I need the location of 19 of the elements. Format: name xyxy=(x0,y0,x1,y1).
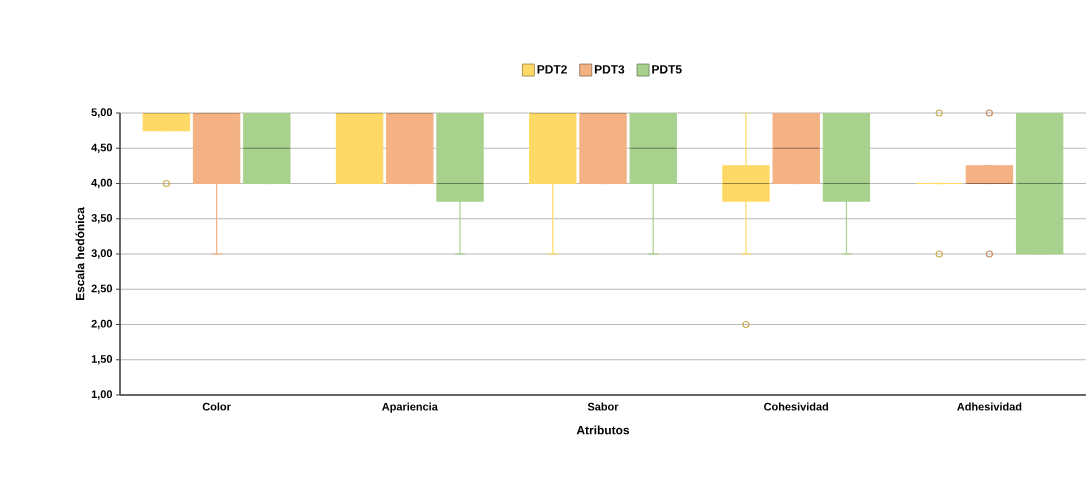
x-tick-label: Apariencia xyxy=(382,402,438,413)
legend-label: PDT5 xyxy=(652,65,682,74)
y-tick-label: 3,50 xyxy=(91,214,113,224)
x-axis-title: Atributos xyxy=(576,425,630,435)
legend-label: PDT3 xyxy=(594,65,625,74)
y-tick-label: 2,00 xyxy=(91,319,113,330)
y-tick-label: 1,00 xyxy=(91,390,113,400)
y-tick-label: 2,50 xyxy=(91,284,113,294)
y-tick-label: 4,50 xyxy=(91,143,113,153)
x-tick-label: Cohesividad xyxy=(764,402,829,411)
x-tick-label: Color xyxy=(202,402,231,411)
y-tick-label: 4,00 xyxy=(91,178,113,189)
y-tick-label: 1,50 xyxy=(91,355,113,365)
y-tick-label: 5,00 xyxy=(91,108,113,118)
legend-label: PDT2 xyxy=(537,65,567,74)
x-tick-label: Adhesividad xyxy=(957,402,1022,411)
y-axis-title: Escala hedónica xyxy=(75,207,85,301)
y-tick-label: 3,00 xyxy=(91,249,113,259)
x-tick-label: Sabor xyxy=(587,402,619,411)
